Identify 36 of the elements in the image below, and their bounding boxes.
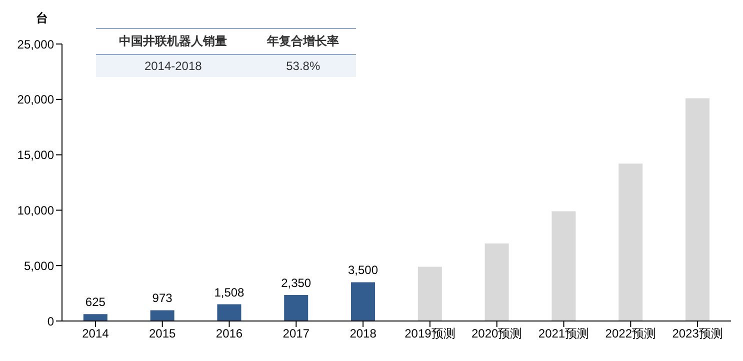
data-label: 1,508 xyxy=(214,285,245,300)
bar xyxy=(150,310,174,321)
data-label: 973 xyxy=(152,291,173,306)
x-tick-label: 2023预测 xyxy=(672,326,723,341)
bar xyxy=(351,282,376,321)
y-tick-label: 20,000 xyxy=(17,92,54,107)
annotation: 2014-2018 xyxy=(143,58,203,75)
data-label: 2,350 xyxy=(281,276,312,290)
x-tick-label: 2021预测 xyxy=(538,326,590,341)
bar xyxy=(83,314,108,321)
data-label: 625 xyxy=(85,295,106,310)
x-tick-label: 2020预测 xyxy=(472,326,522,341)
x-tick-label: 2016 xyxy=(216,326,243,341)
annotation: 53.8% xyxy=(285,58,322,75)
data-label: 3,500 xyxy=(348,263,378,278)
annotation: 中国井联机器人销量 xyxy=(118,33,228,50)
annotation: 年复合增长率 xyxy=(266,33,340,50)
bar xyxy=(618,164,643,321)
x-tick-label: 2014 xyxy=(82,326,110,341)
x-tick-label: 2015 xyxy=(149,326,176,341)
bar xyxy=(484,243,509,321)
bar xyxy=(686,98,710,321)
y-axis-title: 台 xyxy=(36,10,48,27)
x-tick-label: 2022预测 xyxy=(605,326,656,341)
bar xyxy=(217,304,242,321)
bar xyxy=(418,266,442,321)
x-tick-label: 2017 xyxy=(282,326,310,341)
y-tick-label: 10,000 xyxy=(17,203,54,218)
bar xyxy=(284,294,308,321)
y-tick-label: 0 xyxy=(47,314,54,328)
x-tick-label: 2018 xyxy=(350,326,377,341)
y-tick-label: 15,000 xyxy=(17,148,54,162)
x-tick-label: 2019预测 xyxy=(404,326,456,341)
bar xyxy=(552,211,576,321)
y-tick-label: 5,000 xyxy=(24,258,54,273)
y-tick-label: 25,000 xyxy=(17,37,54,52)
